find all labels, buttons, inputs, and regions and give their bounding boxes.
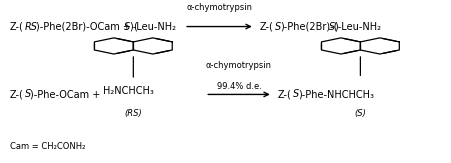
Text: α-chymotrypsin: α-chymotrypsin [186, 3, 253, 12]
Text: Z-(: Z-( [278, 89, 292, 99]
Text: RS: RS [24, 22, 37, 32]
Text: α-chymotrypsin: α-chymotrypsin [206, 61, 272, 70]
Text: )-Phe-OCam +: )-Phe-OCam + [30, 89, 100, 99]
Text: Z-(: Z-( [260, 22, 274, 32]
Text: Z-(: Z-( [9, 89, 23, 99]
Text: (S): (S) [354, 109, 366, 118]
Text: )-Leu-NH₂: )-Leu-NH₂ [130, 22, 177, 32]
Text: (RS): (RS) [124, 109, 142, 118]
Text: Z-(: Z-( [9, 22, 23, 32]
Text: S: S [124, 22, 131, 32]
Text: )-Phe(2Br)-OCam + (: )-Phe(2Br)-OCam + ( [36, 22, 138, 32]
Text: )-Leu-NH₂: )-Leu-NH₂ [334, 22, 381, 32]
Text: 99.4% d.e.: 99.4% d.e. [216, 82, 262, 91]
Text: S: S [275, 22, 281, 32]
Text: S: S [293, 89, 299, 99]
Text: H₂NCHCH₃: H₂NCHCH₃ [103, 86, 154, 96]
Text: )-Phe-NHCHCH₃: )-Phe-NHCHCH₃ [299, 89, 374, 99]
Text: S: S [24, 89, 31, 99]
Text: Cam = CH₂CONH₂: Cam = CH₂CONH₂ [9, 142, 85, 151]
Text: )-Phe(2Br)-(: )-Phe(2Br)-( [281, 22, 338, 32]
Text: S: S [328, 22, 335, 32]
